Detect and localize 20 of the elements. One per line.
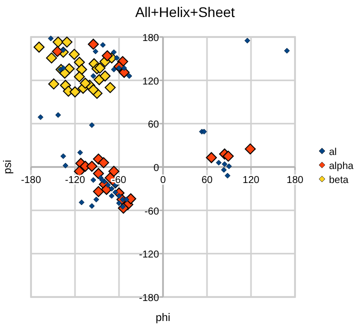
y-tick-label: -120 [138,250,160,261]
x-axis-title: phi [156,312,170,324]
y-tick-label: 120 [142,76,160,88]
x-tick-label: 60 [201,175,213,186]
chart-title: All+Helix+Sheet [135,4,235,20]
x-tick-label: 120 [242,175,260,186]
legend-label: alpha [329,161,354,172]
x-tick-label: -60 [112,175,127,186]
y-tick-label: 60 [148,120,160,131]
x-tick-label: 0 [160,175,166,186]
x-tick-label: -180 [20,175,42,186]
legend-label: al [329,147,337,158]
x-tick-label: -120 [64,175,86,186]
y-tick-label: 180 [142,33,160,44]
y-axis-title: psi [2,160,14,174]
y-tick-label: 0 [153,163,160,174]
x-tick-label: 180 [286,175,304,186]
y-tick-label: -60 [144,206,160,218]
legend-label: beta [329,175,349,186]
y-tick-label: -180 [138,293,160,304]
